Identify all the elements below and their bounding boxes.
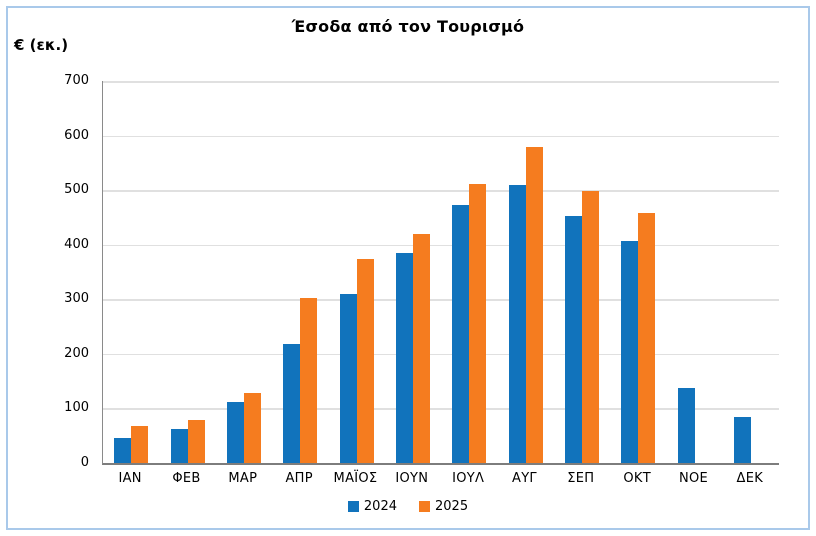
- y-axis-tick-label: 300: [64, 291, 89, 307]
- bar-2025-ΙΟΥΝ: [412, 233, 430, 463]
- chart-title: Έσοδα από τον Τουρισμό: [291, 17, 525, 36]
- x-axis-tick-label: ΦΕΒ: [172, 471, 201, 486]
- x-axis-tick-label: ΔΕΚ: [736, 471, 764, 486]
- bar-2024-ΟΚΤ: [621, 241, 639, 463]
- gridline: [103, 408, 779, 410]
- legend-label: 2025: [435, 499, 469, 514]
- x-axis-tick-label: ΙΟΥΛ: [452, 471, 485, 486]
- bar-2024-ΙΟΥΝ: [395, 252, 413, 463]
- bar-2024-ΣΕΠ: [564, 216, 582, 463]
- gridline: [103, 81, 779, 83]
- bar-2024-ΝΟΕ: [677, 387, 695, 463]
- bar-2025-ΙΑΝ: [131, 425, 149, 463]
- x-axis-tick-label: ΙΑΝ: [118, 471, 142, 486]
- gridline: [103, 353, 779, 356]
- x-axis-tick-label: ΜΑΡ: [228, 471, 258, 486]
- bar-2025-ΑΠΡ: [300, 297, 318, 463]
- gridline: [103, 299, 779, 301]
- bar-2024-ΑΥΓ: [508, 184, 526, 463]
- bar-2024-ΜΑΡ: [226, 402, 244, 463]
- bar-2025-ΜΑΡ: [243, 393, 261, 463]
- legend-item-2024: 2024: [347, 499, 397, 514]
- gridline: [103, 190, 779, 192]
- legend-swatch-icon: [347, 501, 359, 512]
- y-axis-tick-label: 400: [64, 236, 89, 252]
- bar-2025-ΦΕΒ: [187, 420, 205, 463]
- y-axis-tick-label: 100: [64, 400, 89, 416]
- x-axis-tick-label: ΑΥΓ: [512, 471, 537, 486]
- y-axis-tick-label: 200: [64, 345, 89, 361]
- plot-area: [102, 81, 779, 465]
- x-axis-tick-label: ΟΚΤ: [623, 471, 651, 486]
- y-axis-tick-label: 700: [64, 73, 89, 88]
- y-axis-tick-label: 600: [64, 127, 89, 143]
- bar-2024-ΙΟΥΛ: [452, 204, 470, 463]
- y-axis-tick-label: 0: [80, 455, 89, 470]
- legend-swatch-icon: [419, 501, 430, 512]
- y-axis-tick-label: 500: [64, 182, 89, 198]
- bar-2024-ΦΕΒ: [170, 428, 188, 463]
- bar-2024-ΑΠΡ: [283, 344, 301, 463]
- gridline: [103, 135, 779, 138]
- bar-2025-ΟΚΤ: [638, 213, 656, 463]
- bar-2025-ΣΕΠ: [581, 191, 599, 463]
- bar-2025-ΜΑΪΟΣ: [356, 259, 374, 463]
- bar-2025-ΙΟΥΛ: [469, 183, 487, 463]
- x-axis-tick-label: ΙΟΥΝ: [395, 471, 429, 486]
- y-axis-title: € (εκ.): [14, 36, 69, 54]
- bar-2024-ΔΕΚ: [733, 416, 751, 463]
- gridline: [103, 244, 779, 247]
- legend: 2024 2025: [0, 499, 816, 514]
- bar-2024-ΙΑΝ: [114, 438, 132, 463]
- x-axis-tick-label: ΜΑΪΟΣ: [333, 471, 378, 486]
- x-axis-tick-label: ΑΠΡ: [285, 471, 313, 486]
- bar-2024-ΜΑΪΟΣ: [339, 293, 357, 463]
- legend-item-2025: 2025: [419, 499, 468, 514]
- legend-label: 2024: [363, 499, 397, 514]
- x-axis-tick-label: ΣΕΠ: [567, 471, 595, 486]
- bar-2025-ΑΥΓ: [525, 146, 543, 463]
- x-axis-tick-label: ΝΟΕ: [678, 471, 709, 486]
